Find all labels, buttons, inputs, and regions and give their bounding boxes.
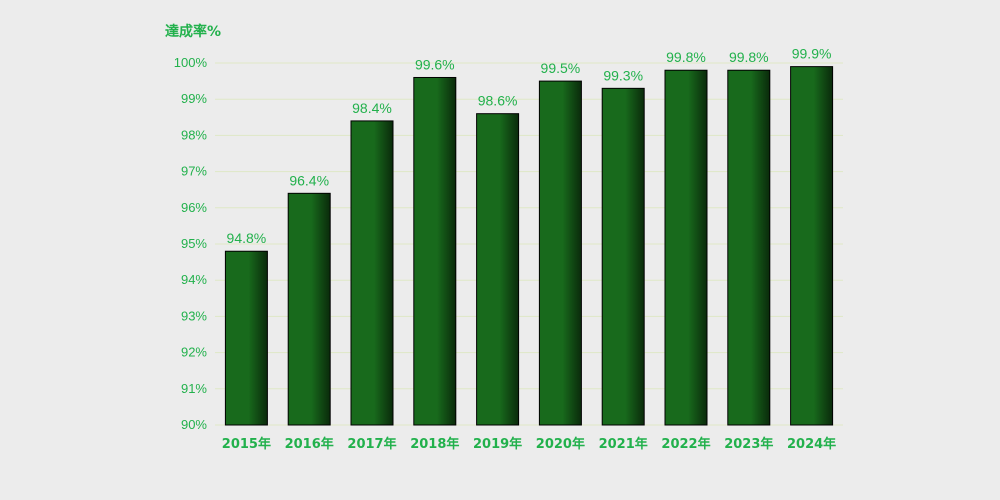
bar <box>664 69 708 426</box>
x-tick-label: 2022年 <box>661 436 710 452</box>
y-tick-label: 90% <box>181 417 207 432</box>
data-label: 99.3% <box>603 67 643 83</box>
y-tick-label: 99% <box>181 91 207 106</box>
bar <box>476 113 520 426</box>
x-axis-ticks: 2015年 2016年 2017年 2018年 2019年 2020年 2021年 2022年… <box>222 436 836 452</box>
data-label: 98.4% <box>352 100 392 116</box>
bar <box>727 69 771 426</box>
x-tick-label: 2018年 <box>410 436 459 452</box>
x-tick-label: 2019年 <box>473 436 522 452</box>
bar <box>601 87 645 426</box>
data-label: 98.6% <box>478 93 518 109</box>
data-label: 99.5% <box>541 60 581 76</box>
x-tick-label: 2020年 <box>536 436 585 452</box>
data-label: 99.8% <box>729 49 769 65</box>
y-tick-label: 95% <box>181 236 207 251</box>
y-tick-label: 92% <box>181 345 207 360</box>
data-labels: 94.8% 96.4% 98.4% 99.6% 98.6% 99.5% 99.3% 99.8%… <box>227 46 832 247</box>
data-label: 99.6% <box>415 56 455 72</box>
bar <box>287 192 331 426</box>
y-tick-label: 94% <box>181 272 207 287</box>
y-tick-label: 100% <box>174 55 208 70</box>
y-tick-label: 96% <box>181 200 207 215</box>
bar <box>538 80 582 426</box>
y-tick-label: 91% <box>181 381 207 396</box>
y-axis-ticks: 90% 91% 92% 93% 94% 95% 96% 97% 98% 99% 100% <box>174 55 208 432</box>
x-tick-label: 2024年 <box>787 436 836 452</box>
y-axis-title: 達成率% <box>165 23 221 40</box>
x-tick-label: 2023年 <box>724 436 773 452</box>
x-tick-label: 2017年 <box>347 436 396 452</box>
data-label: 94.8% <box>227 230 267 246</box>
x-tick-label: 2015年 <box>222 436 271 452</box>
x-tick-label: 2021年 <box>599 436 648 452</box>
bar <box>224 250 268 426</box>
y-tick-label: 97% <box>181 164 207 179</box>
y-tick-label: 93% <box>181 308 207 323</box>
y-tick-label: 98% <box>181 127 207 142</box>
data-label: 99.8% <box>666 49 706 65</box>
bar <box>790 66 834 426</box>
data-label: 96.4% <box>289 172 329 188</box>
data-label: 99.9% <box>792 46 832 62</box>
bars <box>224 66 834 426</box>
bar <box>413 76 457 426</box>
x-tick-label: 2016年 <box>285 436 334 452</box>
bar <box>350 120 394 426</box>
